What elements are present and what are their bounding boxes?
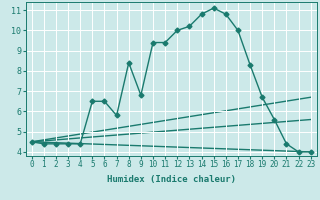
X-axis label: Humidex (Indice chaleur): Humidex (Indice chaleur)	[107, 175, 236, 184]
